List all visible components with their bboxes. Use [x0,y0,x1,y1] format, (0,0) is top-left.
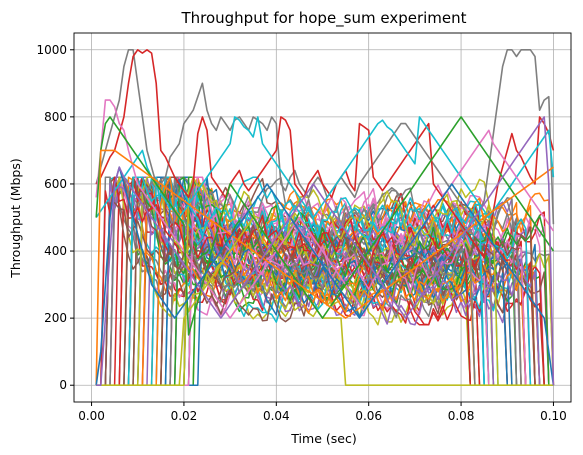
x-tick-label: 0.06 [355,409,382,423]
y-axis-label: Throughput (Mbps) [8,158,23,279]
x-tick-label: 0.10 [540,409,567,423]
y-tick-label: 0 [59,378,67,392]
y-tick-label: 400 [44,244,67,258]
chart-title: Throughput for hope_sum experiment [180,9,466,28]
y-tick-label: 200 [44,311,67,325]
x-tick-label: 0.08 [448,409,475,423]
x-tick-label: 0.04 [263,409,290,423]
x-tick-label: 0.00 [78,409,105,423]
x-axis-label: Time (sec) [290,431,356,446]
y-tick-label: 600 [44,177,67,191]
y-tick-label: 800 [44,110,67,124]
y-tick-label: 1000 [36,43,67,57]
x-tick-label: 0.02 [171,409,198,423]
